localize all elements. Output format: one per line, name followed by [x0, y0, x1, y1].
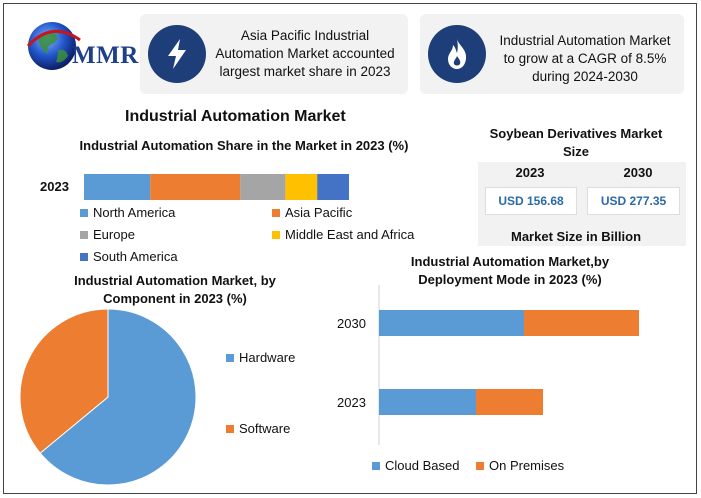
legend-swatch — [226, 353, 234, 362]
legend-swatch — [80, 208, 88, 217]
legend-cloud-based: Cloud Based — [372, 458, 459, 473]
bar-on-premises-2030 — [524, 310, 639, 336]
legend-north-america: North America — [80, 205, 175, 220]
card-text: Industrial Automation Market to grow at … — [499, 33, 671, 84]
legend-swatch — [476, 461, 484, 470]
legend-europe: Europe — [80, 227, 135, 242]
bar-segment-north-america — [84, 174, 151, 200]
bar-segment-asia-pacific — [150, 174, 241, 200]
legend-swatch — [80, 230, 88, 239]
pie-slice-software — [19, 308, 109, 454]
legend-software: Software — [226, 421, 290, 436]
bar-segment-middle-east-and-africa — [285, 174, 318, 200]
tick-label-2023: 2023 — [337, 395, 366, 410]
component-chart-title: Industrial Automation Market, by Compone… — [74, 273, 276, 306]
bar-cloud-based-2030 — [379, 310, 524, 336]
soybean-value-2023: USD 156.68 — [485, 187, 577, 215]
lightning-icon — [148, 25, 206, 83]
legend-middle-east-africa: Middle East and Africa — [272, 227, 414, 242]
legend-swatch — [272, 230, 280, 239]
soybean-value-2030: USD 277.35 — [587, 187, 680, 215]
legend-hardware: Hardware — [226, 350, 295, 365]
pie-slice-hardware — [39, 308, 197, 486]
info-card-asia-pacific: Asia Pacific Industrial Automation Marke… — [140, 14, 408, 94]
legend-asia-pacific: Asia Pacific — [272, 205, 352, 220]
soybean-title: Soybean Derivatives Market Size — [489, 126, 663, 159]
logo-text: MMR — [72, 42, 139, 69]
legend-swatch — [80, 252, 88, 261]
bar-segment-europe — [240, 174, 286, 200]
bar-cloud-based-2023 — [379, 389, 476, 415]
share-chart-title: Industrial Automation Share in the Marke… — [79, 138, 409, 153]
soybean-year-2030: 2030 — [623, 165, 653, 180]
legend-south-america: South America — [80, 249, 178, 264]
card-text: Asia Pacific Industrial Automation Marke… — [215, 28, 395, 79]
legend-swatch — [372, 461, 380, 470]
info-card-cagr: Industrial Automation Market to grow at … — [420, 14, 684, 94]
share-year-label: 2023 — [40, 179, 69, 194]
legend-on-premises: On Premises — [476, 458, 564, 473]
bar-on-premises-2023 — [476, 389, 543, 415]
bar-segment-south-america — [317, 174, 349, 200]
main-title: Industrial Automation Market — [125, 108, 346, 125]
deployment-chart-title: Industrial Automation Market,by Deployme… — [410, 254, 610, 287]
tick-label-2030: 2030 — [337, 316, 366, 331]
page-frame — [3, 3, 697, 494]
legend-swatch — [272, 208, 280, 217]
legend-swatch — [226, 424, 234, 433]
soybean-footer: Market Size in Billion — [510, 229, 642, 244]
soybean-year-2023: 2023 — [515, 165, 545, 180]
globe-icon — [26, 22, 81, 70]
flame-icon — [428, 25, 486, 83]
